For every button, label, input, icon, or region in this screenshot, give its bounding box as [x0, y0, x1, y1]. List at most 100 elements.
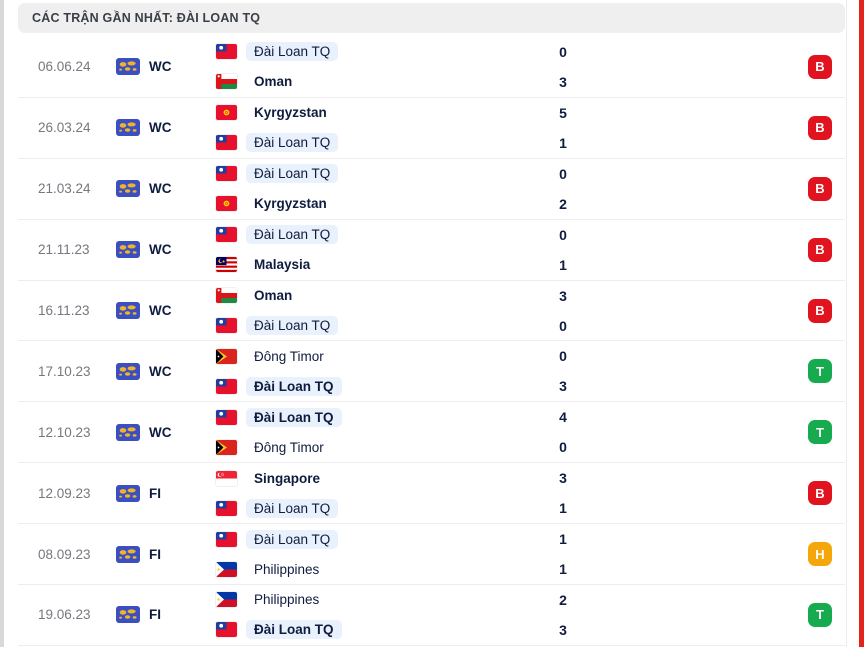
taiwan-flag-icon	[216, 409, 237, 425]
competition-code: WC	[149, 59, 172, 75]
teams-column: Đài Loan TQ Oman	[216, 37, 550, 97]
section-header: CÁC TRẬN GẦN NHẤT: ĐÀI LOAN TQ	[18, 3, 845, 33]
competition: WC	[116, 119, 216, 137]
match-date: 06.06.24	[38, 59, 91, 75]
home-team[interactable]: Singapore	[216, 463, 550, 493]
teams-column: Kyrgyzstan Đài Loan TQ	[216, 98, 550, 158]
team-name: Đài Loan TQ	[246, 407, 342, 427]
home-team[interactable]: Đài Loan TQ	[216, 402, 550, 432]
home-team[interactable]: Oman	[216, 281, 550, 311]
teams-column: Đài Loan TQ Malaysia	[216, 220, 550, 280]
result-badge: T	[808, 420, 832, 445]
team-name: Đài Loan TQ	[246, 529, 339, 549]
away-team[interactable]: Đài Loan TQ	[216, 493, 550, 523]
away-team[interactable]: Đài Loan TQ	[216, 371, 550, 401]
match-date: 26.03.24	[38, 120, 91, 136]
taiwan-flag-icon	[216, 500, 237, 516]
world-icon	[116, 241, 140, 259]
score-column: 5 1	[550, 98, 576, 158]
match-date: 19.06.23	[38, 607, 91, 623]
result-badge: B	[808, 237, 832, 262]
home-score: 1	[559, 531, 567, 548]
team-name: Đài Loan TQ	[246, 164, 339, 184]
match-row[interactable]: 19.06.23 FI Philippines Đài Loan TQ 2 3 …	[18, 585, 845, 646]
score-column: 0 3	[550, 37, 576, 97]
team-name: Đài Loan TQ	[246, 376, 342, 396]
match-row[interactable]: 21.11.23 WC Đài Loan TQ Malaysia 0 1 B	[18, 219, 845, 281]
match-date: 21.03.24	[38, 181, 91, 197]
away-team[interactable]: Philippines	[216, 554, 550, 584]
home-team[interactable]: Đài Loan TQ	[216, 524, 550, 554]
home-score: 0	[559, 226, 567, 243]
taiwan-flag-icon	[216, 318, 237, 334]
home-team[interactable]: Đài Loan TQ	[216, 37, 550, 67]
teams-column: Philippines Đài Loan TQ	[216, 585, 550, 645]
away-team[interactable]: Đài Loan TQ	[216, 128, 550, 158]
score-column: 2 3	[550, 585, 576, 645]
team-name: Đài Loan TQ	[246, 498, 339, 518]
home-score: 0	[559, 348, 567, 365]
match-date: 16.11.23	[38, 303, 90, 318]
home-team[interactable]: Philippines	[216, 585, 550, 615]
competition-code: WC	[149, 303, 172, 318]
match-date: 17.10.23	[38, 363, 91, 379]
world-icon	[116, 362, 140, 380]
team-name: Đài Loan TQ	[246, 620, 342, 640]
match-row[interactable]: 06.06.24 WC Đài Loan TQ Oman 0 3 B	[18, 37, 845, 98]
match-row[interactable]: 26.03.24 WC Kyrgyzstan Đài Loan TQ 5 1 B	[18, 97, 845, 159]
match-row[interactable]: 21.03.24 WC Đài Loan TQ Kyrgyzstan 0 2 B	[18, 158, 845, 220]
match-date: 08.09.23	[38, 546, 91, 562]
world-icon	[116, 119, 140, 137]
competition-code: WC	[149, 242, 172, 258]
competition-code: WC	[149, 424, 172, 440]
malaysia-flag-icon	[216, 257, 237, 273]
team-name: Đông Timor	[254, 439, 324, 455]
taiwan-flag-icon	[216, 227, 237, 243]
taiwan-flag-icon	[216, 135, 237, 151]
kyrgyzstan-flag-icon	[216, 196, 237, 212]
taiwan-flag-icon	[216, 166, 237, 182]
score-column: 0 1	[550, 220, 576, 280]
team-name: Đài Loan TQ	[246, 42, 339, 62]
world-icon	[116, 302, 140, 319]
match-row[interactable]: 12.10.23 WC Đài Loan TQ Đông Timor 4 0 T	[18, 402, 845, 464]
home-score: 0	[559, 43, 567, 60]
result-badge: B	[808, 298, 832, 323]
result-badge: B	[808, 176, 832, 201]
match-row[interactable]: 12.09.23 FI Singapore Đài Loan TQ 3 1 B	[18, 463, 845, 525]
east-timor-flag-icon	[216, 439, 237, 455]
competition-code: WC	[149, 120, 172, 136]
away-team[interactable]: Kyrgyzstan	[216, 189, 550, 219]
home-score: 4	[559, 409, 567, 426]
away-score: 0	[559, 439, 567, 456]
home-team[interactable]: Đài Loan TQ	[216, 159, 550, 189]
away-score: 2	[559, 195, 567, 212]
teams-column: Đài Loan TQ Kyrgyzstan	[216, 159, 550, 219]
teams-column: Đài Loan TQ Philippines	[216, 524, 550, 584]
competition: FI	[116, 606, 216, 624]
philippines-flag-icon	[216, 592, 237, 608]
score-column: 3 1	[550, 463, 576, 523]
team-name: Đài Loan TQ	[246, 133, 339, 153]
away-team[interactable]: Đông Timor	[216, 432, 550, 462]
away-team[interactable]: Đài Loan TQ	[216, 615, 550, 645]
team-name: Philippines	[254, 592, 320, 608]
match-row[interactable]: 17.10.23 WC Đông Timor Đài Loan TQ 0 3 T	[18, 341, 845, 403]
match-row[interactable]: 08.09.23 FI Đài Loan TQ Philippines 1 1 …	[18, 524, 845, 586]
away-score: 0	[559, 317, 567, 334]
match-date: 12.10.23	[38, 424, 91, 440]
team-name: Oman	[254, 288, 293, 304]
away-team[interactable]: Đài Loan TQ	[216, 311, 550, 341]
away-score: 3	[559, 621, 567, 638]
home-team[interactable]: Đài Loan TQ	[216, 220, 550, 250]
match-row[interactable]: 16.11.23 WC Oman Đài Loan TQ 3 0 B	[18, 280, 845, 342]
oman-flag-icon	[216, 74, 237, 90]
home-team[interactable]: Đông Timor	[216, 341, 550, 371]
away-team[interactable]: Oman	[216, 67, 550, 97]
taiwan-flag-icon	[216, 378, 237, 394]
singapore-flag-icon	[216, 470, 237, 486]
home-team[interactable]: Kyrgyzstan	[216, 98, 550, 128]
score-column: 4 0	[550, 402, 576, 462]
away-team[interactable]: Malaysia	[216, 250, 550, 280]
oman-flag-icon	[216, 288, 237, 304]
